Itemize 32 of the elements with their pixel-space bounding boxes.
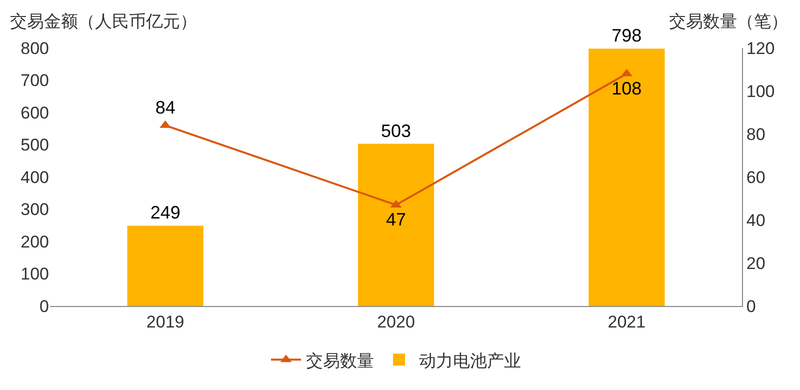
data-label: 108	[612, 78, 642, 99]
x-tick-label: 2019	[146, 312, 184, 332]
y-tick-label: 300	[20, 200, 49, 220]
y2-tick-label: 20	[746, 254, 766, 273]
legend-label: 动力电池产业	[419, 351, 521, 370]
y-tick-label: 600	[20, 103, 49, 122]
legend-label: 交易数量	[306, 351, 374, 370]
y-tick-label: 700	[20, 71, 49, 90]
y2-axis-title: 交易数量（笔）	[669, 12, 788, 31]
data-label: 503	[380, 120, 412, 141]
data-label: 47	[386, 210, 406, 230]
data-label: 249	[150, 202, 180, 223]
y2-tick-label: 100	[746, 82, 775, 101]
bar	[588, 48, 665, 306]
y-tick-label: 500	[20, 136, 49, 155]
y-tick-label: 100	[20, 264, 49, 284]
data-label: 798	[612, 26, 642, 46]
y2-tick-label: 40	[746, 210, 766, 230]
y-tick-label: 0	[40, 296, 49, 316]
data-label: 84	[155, 98, 176, 118]
y-tick-label: 800	[20, 38, 49, 58]
y-tick-label: 400	[20, 168, 49, 187]
y-axis-title: 交易金额（人民币亿元）	[10, 12, 197, 31]
bar	[358, 144, 434, 306]
y2-tick-label: 120	[746, 38, 775, 58]
x-tick-label: 2020	[377, 312, 415, 332]
y-tick-label: 200	[20, 232, 49, 252]
y2-tick-label: 60	[746, 168, 766, 187]
bar	[127, 226, 204, 306]
y2-tick-label: 80	[746, 124, 766, 144]
x-tick-label: 2021	[608, 312, 646, 332]
y2-tick-label: 0	[746, 296, 756, 316]
